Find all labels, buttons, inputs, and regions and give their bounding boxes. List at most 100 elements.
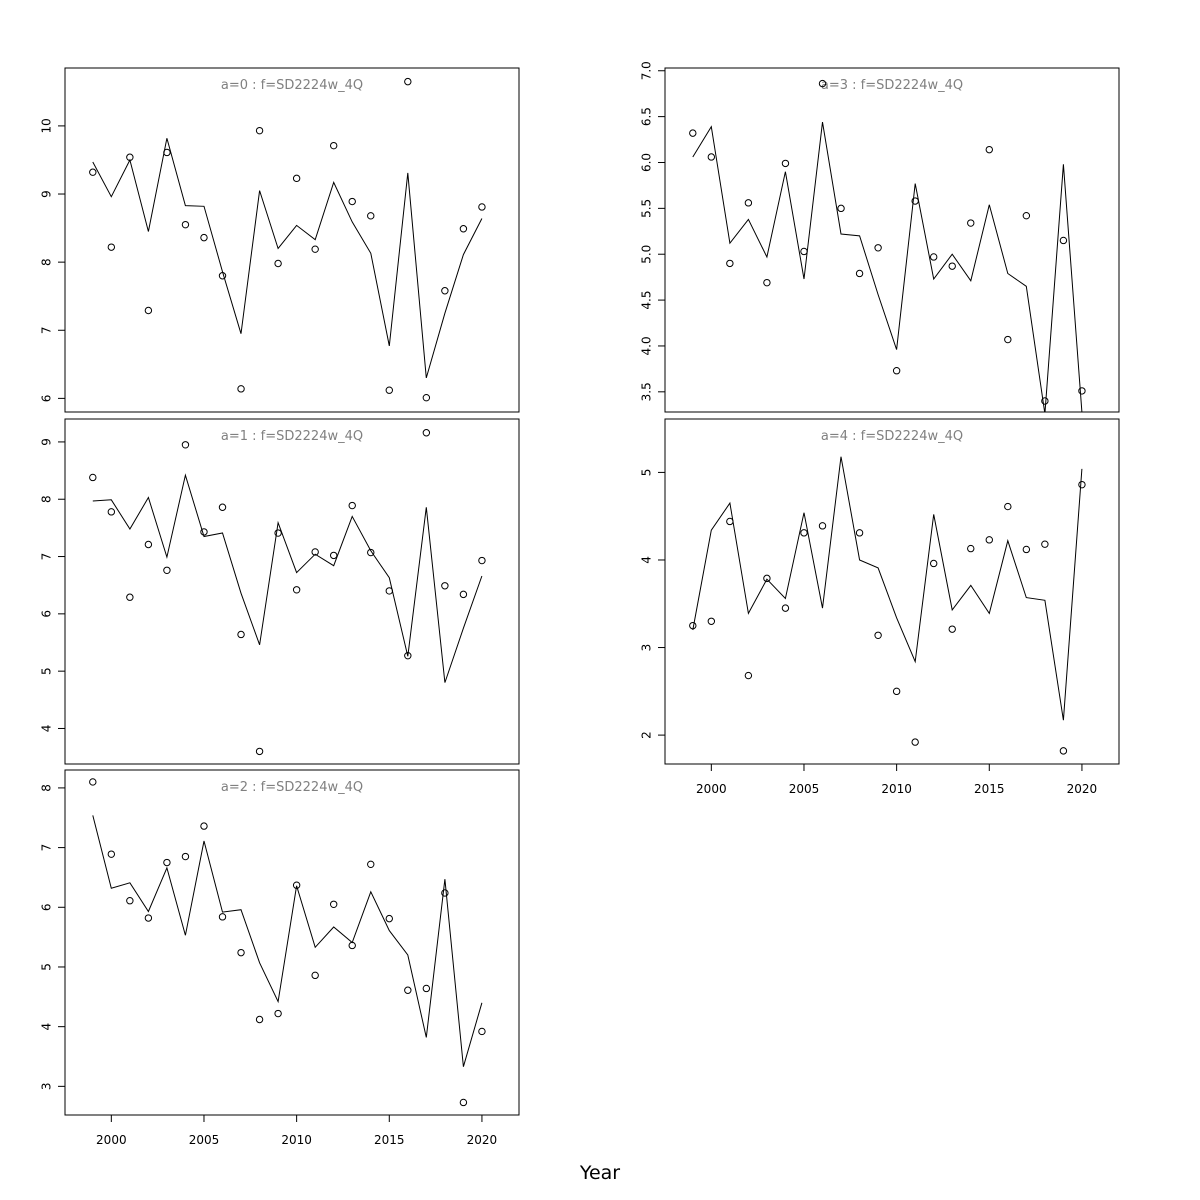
y-tick-label: 5 <box>40 963 54 971</box>
x-tick-label: 2020 <box>1067 782 1098 796</box>
observed-point <box>163 566 171 574</box>
panel-2: a=2 : f=SD2224w_4Q 3 4 5 6 7 8 2000 2005 2010 2015… <box>40 769 520 1147</box>
observed-point <box>311 548 319 556</box>
observed-point <box>874 631 882 639</box>
x-tick-label: 2010 <box>881 782 912 796</box>
observed-point <box>107 850 116 858</box>
observed-point <box>107 243 116 251</box>
observed-point <box>818 522 827 530</box>
observed-point <box>967 544 975 553</box>
observed-point <box>181 852 190 861</box>
observed-point <box>404 77 412 86</box>
plot-frame <box>64 418 520 765</box>
y-tick-label: 8 <box>40 495 54 503</box>
observed-point <box>892 367 901 375</box>
observed-point <box>348 941 356 950</box>
y-tick-label: 6 <box>40 395 54 403</box>
y-tick-label: 4.5 <box>640 291 654 310</box>
observed-point <box>929 559 938 568</box>
plot-area <box>89 778 486 1107</box>
y-tick-label: 5 <box>40 667 54 675</box>
observed-point <box>1059 747 1068 755</box>
observed-point <box>107 508 116 516</box>
panel-1: a=1 : f=SD2224w_4Q 4 5 6 7 8 9 <box>40 418 520 765</box>
observed-point <box>422 393 431 402</box>
observed-point <box>422 984 431 993</box>
observed-point <box>459 1098 468 1107</box>
panel-4: a=4 : f=SD2224w_4Q 2 3 4 5 2000 2005 2010 2015 20… <box>640 418 1120 796</box>
observed-point <box>255 1015 264 1024</box>
observed-point <box>1022 211 1031 220</box>
plot-area <box>689 456 1086 755</box>
observed-point <box>144 540 153 549</box>
observed-point <box>707 153 716 161</box>
observed-point <box>367 212 375 220</box>
observed-point <box>985 536 993 544</box>
panel-0: a=0 : f=SD2224w_4Q 6 7 8 9 10 <box>40 67 520 413</box>
x-tick-label: 2005 <box>789 782 820 796</box>
observed-point <box>385 914 393 923</box>
observed-point <box>1078 480 1086 489</box>
observed-point <box>800 529 808 537</box>
observed-point <box>163 858 171 867</box>
observed-point <box>255 747 264 756</box>
observed-point <box>237 948 245 957</box>
observed-point <box>763 574 771 583</box>
observed-point <box>404 986 412 994</box>
observed-point <box>1022 545 1031 554</box>
observed-point <box>459 590 468 599</box>
panel-title: a=0 : f=SD2224w_4Q <box>221 78 363 93</box>
observed-point <box>422 429 431 437</box>
observed-point <box>689 129 697 137</box>
y-tick-label: 6 <box>40 610 54 618</box>
observed-point <box>367 860 375 869</box>
observed-point <box>478 203 486 211</box>
observed-point <box>218 503 227 511</box>
y-tick-label: 3 <box>40 1083 54 1091</box>
observed-point <box>385 386 393 394</box>
observed-point <box>181 441 190 449</box>
y-tick-label: 2 <box>640 731 654 739</box>
observed-point <box>274 1009 282 1018</box>
observed-point <box>274 259 282 268</box>
observed-point <box>144 306 153 315</box>
observed-point <box>126 897 134 905</box>
x-tick-label: 2015 <box>974 782 1005 796</box>
plot-frame <box>64 769 520 1116</box>
panel-title: a=1 : f=SD2224w_4Q <box>221 429 363 444</box>
panel-title: a=4 : f=SD2224w_4Q <box>821 429 963 444</box>
fitted-line <box>692 456 1083 721</box>
observed-point <box>781 604 790 612</box>
observed-point <box>744 199 753 207</box>
observed-point <box>311 245 319 253</box>
y-tick-label: 6 <box>40 903 54 911</box>
plot-frame <box>664 418 1120 765</box>
panel-3: a=3 : f=SD2224w_4Q 3.5 4.0 4.5 5.0 5.5 6.0 6.5 7… <box>640 61 1120 413</box>
observed-point <box>329 551 338 560</box>
observed-point <box>948 262 956 270</box>
plot-frame <box>664 67 1120 413</box>
x-tick-label: 2015 <box>374 1133 405 1147</box>
observed-point <box>707 617 716 625</box>
observed-point <box>441 287 449 295</box>
observed-point <box>929 253 938 261</box>
observed-point <box>441 582 449 590</box>
observed-point <box>478 556 486 565</box>
y-tick-label: 7 <box>40 553 54 561</box>
plot-area <box>89 429 486 756</box>
x-tick-label: 2020 <box>467 1133 498 1147</box>
observed-point <box>200 233 208 242</box>
observed-point <box>837 204 845 213</box>
observed-point <box>1004 335 1012 344</box>
fitted-line <box>92 138 483 379</box>
observed-point <box>89 778 97 786</box>
x-tick-label: 2005 <box>189 1133 220 1147</box>
observed-point <box>763 278 771 287</box>
observed-point <box>237 385 245 393</box>
y-tick-label: 5 <box>640 469 654 477</box>
observed-point <box>311 971 319 980</box>
y-tick-label: 7 <box>40 844 54 852</box>
y-tick-label: 4 <box>40 1023 54 1031</box>
x-tick-label: 2000 <box>96 1133 127 1147</box>
observed-point <box>855 269 864 278</box>
